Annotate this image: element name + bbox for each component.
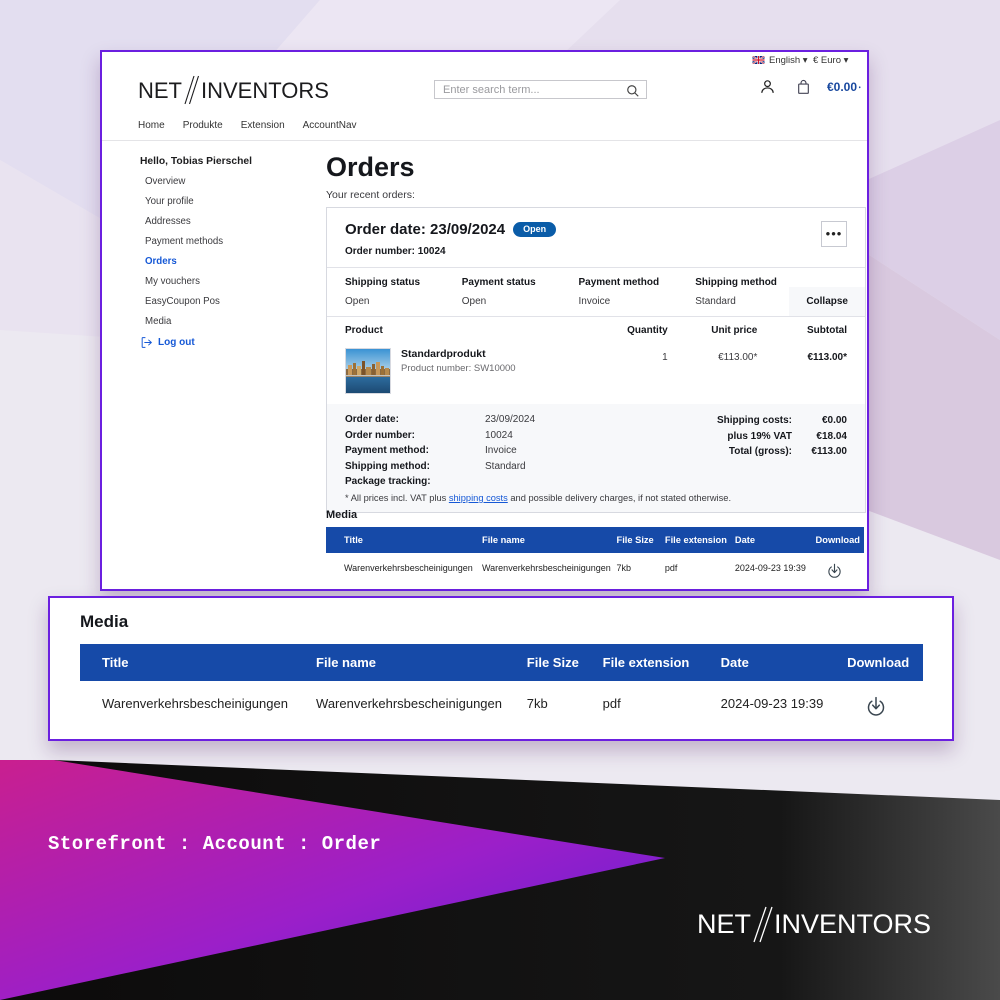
svg-text:NET: NET (138, 78, 182, 103)
svg-text:NET: NET (697, 909, 751, 939)
svg-text:INVENTORS: INVENTORS (774, 909, 931, 939)
svg-text:INVENTORS: INVENTORS (201, 78, 329, 103)
